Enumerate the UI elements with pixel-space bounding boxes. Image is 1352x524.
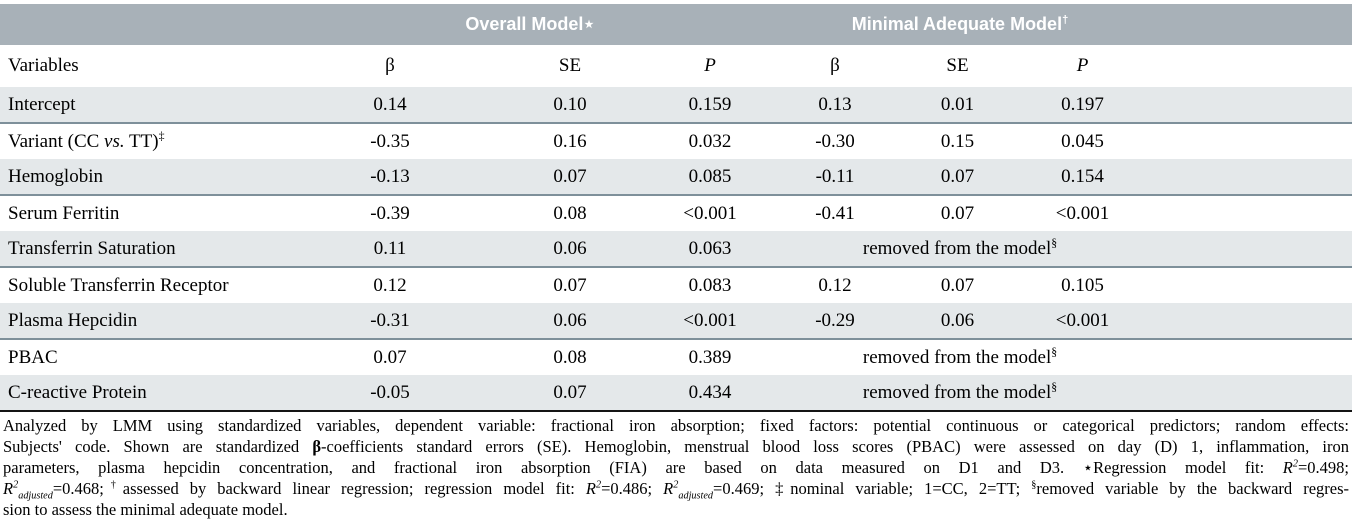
footnote-line: Analyzed by LMM using standardized varia… — [3, 416, 1349, 435]
column-header-beta-overall: β — [285, 45, 495, 87]
footnote-line: R2adjusted=0.468;†assessed by backward l… — [3, 479, 1350, 502]
column-header-p-minimal: P — [1020, 45, 1146, 87]
cell-overall-se: 0.07 — [495, 375, 645, 412]
group-header-filler — [1145, 4, 1352, 45]
cell-minimal-p: 0.105 — [1020, 267, 1146, 303]
cell-variable: Plasma Hepcidin — [0, 303, 285, 340]
table-row-transferrin-saturation: Transferrin Saturation 0.11 0.06 0.063 remov… — [0, 231, 1352, 268]
column-header-filler — [1145, 45, 1352, 87]
cell-overall-p: 0.063 — [645, 231, 775, 268]
column-header-variables: Variables — [0, 45, 285, 87]
cell-removed-from-model: removed from the model§ — [775, 339, 1146, 375]
cell-minimal-beta: -0.30 — [775, 123, 895, 159]
column-header-p-overall: P — [645, 45, 775, 87]
cell-minimal-se: 0.01 — [895, 87, 1020, 124]
cell-variable: C-reactive Protein — [0, 375, 285, 412]
cell-filler — [1145, 303, 1352, 340]
cell-variable: Intercept — [0, 87, 285, 124]
cell-overall-beta: 0.11 — [285, 231, 495, 268]
cell-overall-p: 0.085 — [645, 159, 775, 196]
table-row-hemoglobin: Hemoglobin -0.13 0.07 0.085 -0.11 0.07 0.154 — [0, 159, 1352, 196]
cell-filler — [1145, 339, 1352, 375]
table-row-variant: Variant (CC vs. TT)‡ -0.35 0.16 0.032 -0.30 0… — [0, 123, 1352, 159]
cell-overall-beta: 0.14 — [285, 87, 495, 124]
table-row-serum-ferritin: Serum Ferritin -0.39 0.08 <0.001 -0.41 0.07 <0… — [0, 195, 1352, 231]
cell-overall-beta: -0.05 — [285, 375, 495, 412]
cell-overall-p: 0.434 — [645, 375, 775, 412]
footnote-line: sion to assess the minimal adequate mode… — [3, 500, 288, 519]
column-header-beta-minimal: β — [775, 45, 895, 87]
cell-minimal-p: 0.154 — [1020, 159, 1146, 196]
table-footnote: Analyzed by LMM using standardized varia… — [0, 412, 1352, 520]
cell-overall-beta: 0.12 — [285, 267, 495, 303]
column-header-se-overall: SE — [495, 45, 645, 87]
cell-overall-se: 0.07 — [495, 267, 645, 303]
cell-minimal-p: 0.045 — [1020, 123, 1146, 159]
regression-results-table: Overall Model⋆ Minimal Adequate Model† V… — [0, 4, 1352, 412]
cell-variable: Transferrin Saturation — [0, 231, 285, 268]
table-row-plasma-hepcidin: Plasma Hepcidin -0.31 0.06 <0.001 -0.29 0.06 <… — [0, 303, 1352, 340]
cell-minimal-beta: -0.41 — [775, 195, 895, 231]
cell-overall-se: 0.08 — [495, 195, 645, 231]
cell-minimal-beta: -0.29 — [775, 303, 895, 340]
cell-filler — [1145, 123, 1352, 159]
cell-minimal-beta: 0.12 — [775, 267, 895, 303]
cell-overall-se: 0.16 — [495, 123, 645, 159]
cell-minimal-se: 0.15 — [895, 123, 1020, 159]
cell-overall-beta: 0.07 — [285, 339, 495, 375]
cell-filler — [1145, 87, 1352, 124]
cell-variable: Serum Ferritin — [0, 195, 285, 231]
cell-minimal-p: <0.001 — [1020, 303, 1146, 340]
column-header-row: Variables β SE P β SE P — [0, 45, 1352, 87]
cell-filler — [1145, 375, 1352, 412]
cell-overall-beta: -0.13 — [285, 159, 495, 196]
footnote-line: Subjects' code. Shown are standardized β… — [3, 437, 1349, 456]
footnote-line: parameters, plasma hepcidin concentratio… — [3, 458, 1349, 477]
cell-minimal-se: 0.07 — [895, 267, 1020, 303]
group-header-minimal-adequate-model: Minimal Adequate Model† — [775, 4, 1146, 45]
cell-overall-se: 0.08 — [495, 339, 645, 375]
cell-overall-beta: -0.35 — [285, 123, 495, 159]
table-row-c-reactive-protein: C-reactive Protein -0.05 0.07 0.434 removed … — [0, 375, 1352, 412]
cell-filler — [1145, 195, 1352, 231]
page: Overall Model⋆ Minimal Adequate Model† V… — [0, 4, 1352, 520]
cell-overall-beta: -0.39 — [285, 195, 495, 231]
cell-minimal-se: 0.07 — [895, 195, 1020, 231]
cell-overall-p: 0.032 — [645, 123, 775, 159]
cell-removed-from-model: removed from the model§ — [775, 375, 1146, 412]
cell-overall-se: 0.07 — [495, 159, 645, 196]
cell-variable: Soluble Transferrin Receptor — [0, 267, 285, 303]
cell-overall-beta: -0.31 — [285, 303, 495, 340]
table-body: Intercept 0.14 0.10 0.159 0.13 0.01 0.197 Varia… — [0, 87, 1352, 412]
cell-overall-se: 0.06 — [495, 231, 645, 268]
cell-variable: Variant (CC vs. TT)‡ — [0, 123, 285, 159]
group-header-overall-model: Overall Model⋆ — [285, 4, 775, 45]
cell-variable: Hemoglobin — [0, 159, 285, 196]
cell-overall-p: <0.001 — [645, 195, 775, 231]
cell-removed-from-model: removed from the model§ — [775, 231, 1146, 268]
cell-minimal-p: <0.001 — [1020, 195, 1146, 231]
group-header-row: Overall Model⋆ Minimal Adequate Model† — [0, 4, 1352, 45]
column-header-se-minimal: SE — [895, 45, 1020, 87]
cell-overall-p: 0.159 — [645, 87, 775, 124]
cell-minimal-p: 0.197 — [1020, 87, 1146, 124]
cell-minimal-beta: -0.11 — [775, 159, 895, 196]
table-row-soluble-transferrin-receptor: Soluble Transferrin Receptor 0.12 0.07 0.08… — [0, 267, 1352, 303]
cell-overall-se: 0.06 — [495, 303, 645, 340]
cell-overall-p: 0.083 — [645, 267, 775, 303]
group-header-spacer — [0, 4, 285, 45]
cell-filler — [1145, 231, 1352, 268]
cell-filler — [1145, 267, 1352, 303]
cell-minimal-beta: 0.13 — [775, 87, 895, 124]
cell-filler — [1145, 159, 1352, 196]
table-row-intercept: Intercept 0.14 0.10 0.159 0.13 0.01 0.197 — [0, 87, 1352, 124]
cell-overall-p: <0.001 — [645, 303, 775, 340]
table-row-pbac: PBAC 0.07 0.08 0.389 removed from the model§ — [0, 339, 1352, 375]
cell-minimal-se: 0.07 — [895, 159, 1020, 196]
cell-overall-se: 0.10 — [495, 87, 645, 124]
cell-variable: PBAC — [0, 339, 285, 375]
cell-overall-p: 0.389 — [645, 339, 775, 375]
cell-minimal-se: 0.06 — [895, 303, 1020, 340]
